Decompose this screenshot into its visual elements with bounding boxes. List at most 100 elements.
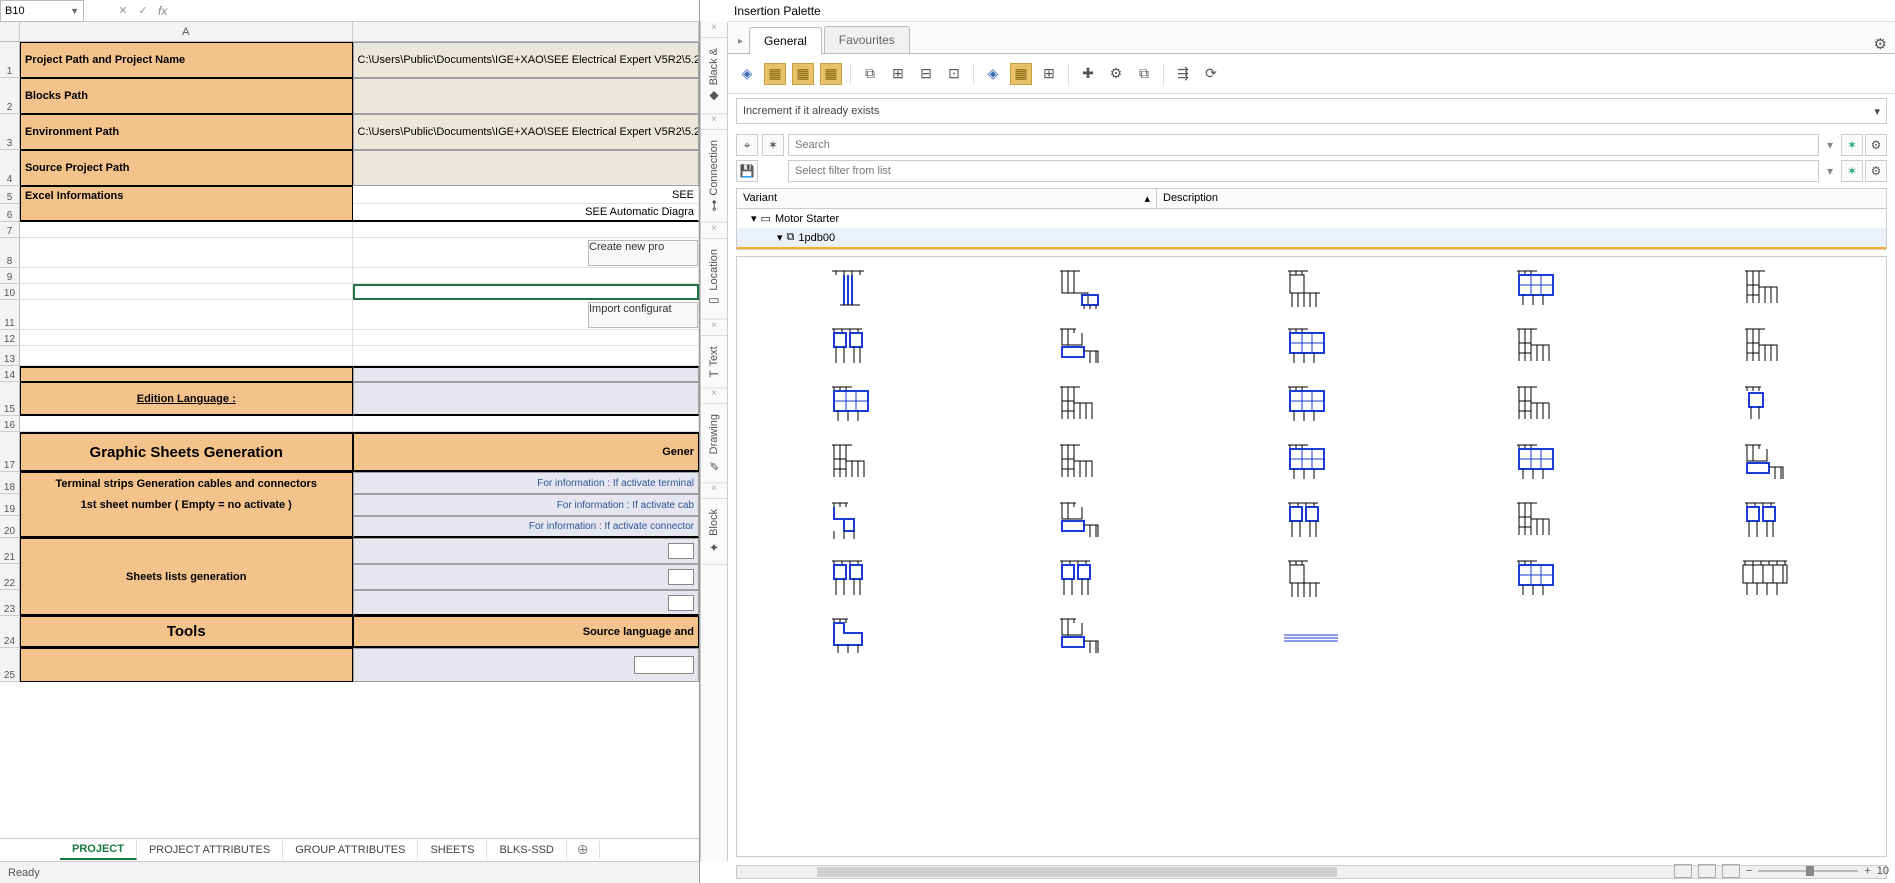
row-header[interactable]: 22 xyxy=(0,564,20,590)
schematic-thumbnail[interactable] xyxy=(1656,553,1880,607)
schematic-thumbnail[interactable] xyxy=(1428,321,1652,375)
row-header[interactable]: 12 xyxy=(0,330,20,346)
sheet-tab[interactable]: PROJECT ATTRIBUTES xyxy=(137,841,283,859)
row-header[interactable]: 14 xyxy=(0,366,20,382)
rail-tab-text[interactable]: TText xyxy=(701,336,727,389)
row-header[interactable]: 23 xyxy=(0,590,20,616)
schematic-thumbnail[interactable] xyxy=(1428,379,1652,433)
filter-input[interactable] xyxy=(788,160,1819,182)
schematic-thumbnail[interactable] xyxy=(1428,263,1652,317)
tree-node-child[interactable]: ▾ ⧉ 1pdb00 xyxy=(737,228,1886,249)
cell[interactable] xyxy=(353,346,700,366)
schematic-thumbnail[interactable] xyxy=(743,379,967,433)
schematic-thumbnail[interactable] xyxy=(971,495,1195,549)
schematic-thumbnail[interactable] xyxy=(743,263,967,317)
schematic-thumbnail[interactable] xyxy=(1656,321,1880,375)
row-header[interactable]: 1 xyxy=(0,42,20,78)
cell-b10-selected[interactable] xyxy=(353,284,700,300)
cell[interactable] xyxy=(353,416,700,432)
schematic-thumbnail[interactable] xyxy=(971,379,1195,433)
schematic-thumbnail[interactable] xyxy=(1428,437,1652,491)
cell-b17[interactable]: Gener xyxy=(353,432,700,472)
zoom-slider[interactable] xyxy=(1758,870,1858,872)
row-header[interactable]: 7 xyxy=(0,222,20,238)
formula-input[interactable] xyxy=(173,1,699,21)
schematic-thumbnail[interactable] xyxy=(1199,321,1423,375)
cell[interactable] xyxy=(20,538,353,564)
name-box[interactable]: B10 ▼ xyxy=(0,0,84,22)
cell-a17[interactable]: Graphic Sheets Generation xyxy=(20,432,353,472)
row-header[interactable]: 4 xyxy=(0,150,20,186)
chevron-down-icon[interactable]: ▾ xyxy=(1823,138,1837,152)
rail-tab-connection[interactable]: ⊶Connection xyxy=(701,130,727,223)
chevron-right-icon[interactable]: ▸ xyxy=(738,36,749,53)
cancel-icon[interactable]: ✕ xyxy=(114,4,132,17)
schematic-thumbnail[interactable] xyxy=(1199,611,1423,665)
cell-b1[interactable]: C:\Users\Public\Documents\IGE+XAO\SEE El… xyxy=(353,42,700,78)
cell-a1[interactable]: Project Path and Project Name xyxy=(20,42,353,78)
cell[interactable]: Create new pro xyxy=(353,238,700,268)
increment-dropdown[interactable]: Increment if it already exists ▾ xyxy=(736,98,1887,124)
view-page-icon[interactable] xyxy=(1698,864,1716,878)
cell[interactable] xyxy=(20,346,353,366)
cell-a24[interactable]: Tools xyxy=(20,616,353,648)
row-header[interactable]: 18 xyxy=(0,472,20,494)
cell-a3[interactable]: Environment Path xyxy=(20,114,353,150)
layout-icon[interactable]: ⊡ xyxy=(943,63,965,85)
rail-tab-location[interactable]: ▭Location xyxy=(701,239,727,320)
cell-b2[interactable] xyxy=(353,78,700,114)
schematic-thumbnail[interactable] xyxy=(1199,379,1423,433)
cell-a5[interactable]: Excel Informations xyxy=(20,186,353,204)
close-icon[interactable]: × xyxy=(701,388,727,404)
schematic-thumbnail[interactable] xyxy=(1199,437,1423,491)
cell-b5[interactable]: SEE xyxy=(353,186,700,204)
cube-gear-icon[interactable]: ◈ xyxy=(982,63,1004,85)
cell-a4[interactable]: Source Project Path xyxy=(20,150,353,186)
package-icon[interactable]: ▦ xyxy=(792,63,814,85)
filter-icon[interactable]: ✶ xyxy=(762,134,784,156)
add-sheet-button[interactable]: ⊕ xyxy=(567,841,600,858)
search-run-icon[interactable]: ✶ xyxy=(1841,134,1863,156)
col-description-label[interactable]: Description xyxy=(1157,189,1886,208)
schematic-thumbnail[interactable] xyxy=(743,437,967,491)
cell[interactable] xyxy=(20,648,353,682)
close-icon[interactable]: × xyxy=(701,114,727,130)
copy-icon[interactable]: ⧉ xyxy=(859,63,881,85)
column-header-a[interactable]: A xyxy=(20,22,353,41)
package-icon[interactable]: ▦ xyxy=(820,63,842,85)
cell[interactable] xyxy=(20,416,353,432)
cell[interactable] xyxy=(353,590,700,616)
row-header[interactable]: 19 xyxy=(0,494,20,516)
row-header[interactable]: 2 xyxy=(0,78,20,114)
cell[interactable] xyxy=(353,268,700,284)
tab-general[interactable]: General xyxy=(749,27,822,54)
zoom-in-button[interactable]: + xyxy=(1864,865,1870,877)
import-configuration-button[interactable]: Import configurat xyxy=(588,302,698,328)
tab-favourites[interactable]: Favourites xyxy=(824,26,910,53)
filter-run-icon[interactable]: ✶ xyxy=(1841,160,1863,182)
search-mode-icon[interactable]: ⌖ xyxy=(736,134,758,156)
cell-b19[interactable]: For information : If activate cab xyxy=(353,494,700,516)
cell-b20[interactable]: For information : If activate connector xyxy=(353,516,700,538)
row-header[interactable]: 6 xyxy=(0,204,20,222)
cell[interactable] xyxy=(20,222,353,238)
row-header[interactable]: 13 xyxy=(0,346,20,366)
col-variant-label[interactable]: Variant xyxy=(743,192,777,205)
schematic-thumbnail[interactable] xyxy=(971,321,1195,375)
cell-a2[interactable]: Blocks Path xyxy=(20,78,353,114)
schematic-thumbnail[interactable] xyxy=(1656,379,1880,433)
cell[interactable] xyxy=(353,366,700,382)
row-header[interactable]: 20 xyxy=(0,516,20,538)
row-header[interactable]: 24 xyxy=(0,616,20,648)
cell[interactable] xyxy=(353,564,700,590)
search-input[interactable] xyxy=(788,134,1819,156)
row-header[interactable]: 25 xyxy=(0,648,20,682)
cell[interactable] xyxy=(353,538,700,564)
copy-stack-icon[interactable]: ⧉ xyxy=(1133,63,1155,85)
sheet-tab-project[interactable]: PROJECT xyxy=(60,840,137,860)
refresh-icon[interactable]: ⟳ xyxy=(1200,63,1222,85)
cell[interactable] xyxy=(353,222,700,238)
sheet-tab[interactable]: SHEETS xyxy=(418,841,487,859)
schematic-thumbnail[interactable] xyxy=(743,495,967,549)
settings-icon[interactable]: ⚙ xyxy=(1105,63,1127,85)
